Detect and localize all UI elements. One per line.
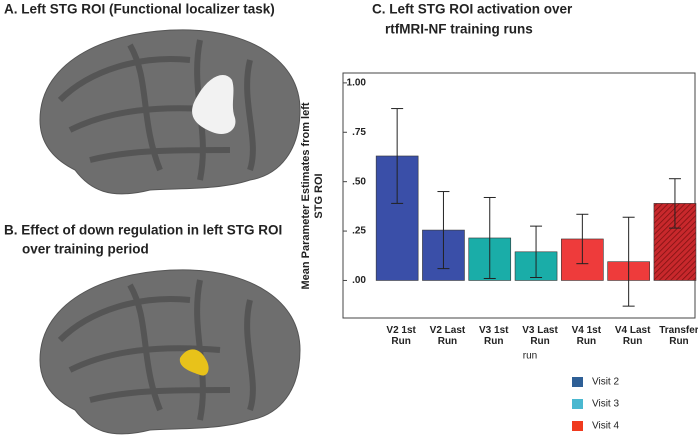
legend-label: Visit 4 [592, 421, 619, 432]
legend-label: Visit 2 [592, 377, 619, 388]
x-axis-label: run [523, 351, 537, 362]
y-tick-label: .75 [352, 127, 366, 138]
chart-title: C. Left STG ROI activation over [372, 2, 573, 17]
x-tick-label: V2 1st Run [386, 325, 416, 347]
y-axis-label: Mean Parameter Estimates from left [300, 102, 312, 289]
x-tick-label: Transfer Run [659, 325, 698, 347]
chart-title: rtfMRI-NF training runs [385, 22, 533, 37]
panel-a-title: A. Left STG ROI (Functional localizer ta… [4, 2, 275, 17]
x-tick-label: V2 Last Run [430, 325, 466, 347]
x-tick-label: V3 Last Run [522, 325, 558, 347]
panel-b-title: B. Effect of down regulation in left STG… [4, 223, 282, 238]
panel-b-title: over training period [22, 242, 149, 257]
y-tick-label: 1.00 [347, 78, 367, 89]
legend-swatch [572, 377, 583, 387]
brain-a [39, 29, 301, 195]
legend-swatch [572, 421, 583, 431]
y-axis-label: STG ROI [313, 173, 325, 218]
y-tick-label: .25 [352, 226, 366, 237]
brain-b [39, 269, 301, 435]
x-tick-label: V4 1st Run [572, 325, 602, 347]
x-tick-label: V4 Last Run [615, 325, 651, 347]
plot-frame [342, 72, 696, 319]
legend-label: Visit 3 [592, 399, 619, 410]
y-tick-label: .50 [352, 176, 366, 187]
x-tick-label: V3 1st Run [479, 325, 509, 347]
legend-swatch [572, 399, 583, 409]
y-tick-label: .00 [352, 275, 366, 286]
